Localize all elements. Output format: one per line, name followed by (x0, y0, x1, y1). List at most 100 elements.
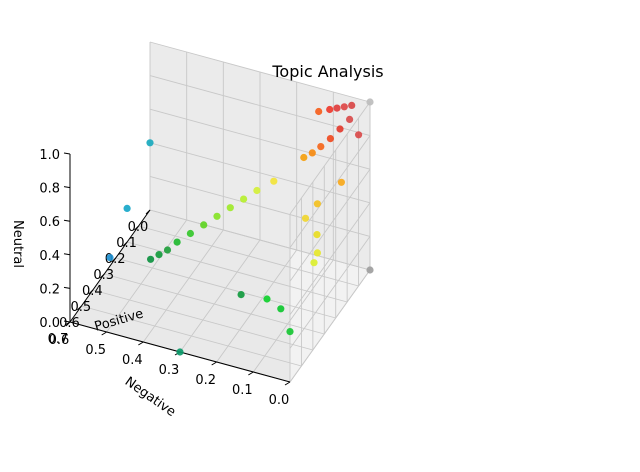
z-tick-label: 0.8 (39, 182, 60, 197)
x-tick-mark (134, 225, 139, 231)
y-tick-mark (138, 341, 144, 346)
grid-line (289, 135, 371, 248)
x-tick-mark (111, 257, 117, 263)
y-tick-label: 0.6 (49, 333, 70, 348)
data-point (333, 104, 341, 112)
data-point (326, 135, 334, 143)
grid-line (149, 75, 371, 137)
data-point (340, 103, 348, 111)
grid-line (149, 142, 371, 204)
y-tick-mark (101, 331, 107, 336)
grid-line (289, 202, 371, 316)
x-tick-mark (99, 273, 105, 279)
data-point (317, 143, 325, 151)
y-tick-label: 0.5 (85, 343, 106, 358)
y-tick-label: 0.2 (195, 373, 216, 388)
z-tick-mark (63, 219, 71, 222)
z-tick-mark (63, 253, 71, 256)
data-point (315, 107, 323, 116)
data-point (106, 254, 114, 262)
x-tick-label: 0.1 (116, 236, 137, 251)
tick-labels: 0.00.10.20.30.40.50.60.70.00.10.20.30.40… (39, 148, 289, 408)
data-point (326, 105, 334, 114)
data-point (366, 266, 374, 274)
x-tick-label: 0.7 (48, 332, 69, 347)
data-point (263, 295, 271, 303)
data-point (301, 214, 310, 222)
data-point (366, 98, 374, 106)
z-tick-mark (63, 286, 71, 289)
x-tick-mark (122, 241, 128, 247)
data-point (173, 238, 181, 246)
grid-line (149, 108, 371, 170)
grid-line (216, 249, 298, 363)
data-point (270, 177, 278, 185)
data-point (147, 255, 155, 263)
x-axis-line (69, 209, 151, 323)
data-point (313, 249, 321, 257)
data-point (346, 115, 354, 123)
data-point (286, 328, 294, 336)
data-points (106, 98, 374, 356)
data-point (146, 139, 154, 147)
axis-panes (70, 42, 370, 382)
y-tick-label: 0.1 (232, 383, 253, 398)
grid-line (149, 209, 371, 271)
x-tick-mark (145, 209, 151, 215)
data-point (253, 186, 261, 195)
y-tick-mark (284, 381, 291, 386)
x-tick-mark (77, 305, 82, 311)
y-tick-mark (248, 371, 254, 376)
grid-line (179, 239, 261, 353)
y-tick-label: 0.3 (159, 363, 180, 378)
y-tick-mark (211, 361, 217, 366)
data-point (176, 348, 184, 356)
z-tick-label: 0.6 (39, 215, 60, 230)
y-tick-label: 0.4 (122, 353, 143, 368)
data-point (355, 131, 363, 139)
y-axis-label: Negative (122, 374, 178, 420)
x-tick-label: 0.6 (59, 316, 80, 331)
grid-line (142, 229, 224, 343)
grid-lines (69, 41, 371, 383)
data-point (348, 101, 356, 109)
data-point (186, 229, 194, 238)
data-point (237, 291, 245, 299)
grid-line (289, 236, 371, 349)
data-point (226, 204, 234, 212)
z-tick-label: 0.2 (39, 282, 60, 297)
data-point (240, 195, 248, 203)
grid-line (252, 259, 334, 373)
z-tick-mark (63, 152, 71, 155)
chart-title: Topic Analysis (271, 62, 383, 81)
y-tick-mark (64, 321, 71, 326)
data-point (123, 204, 131, 212)
data-point (313, 231, 321, 239)
grid-line (149, 175, 371, 237)
data-point (308, 149, 316, 157)
grid-line (289, 168, 371, 282)
z-axis-label: Neutral (10, 220, 25, 268)
data-point (155, 251, 163, 259)
x-tick-mark (88, 289, 94, 295)
data-point (336, 125, 344, 133)
x-tick-label: 0.5 (71, 300, 92, 315)
z-tick-label: 0.0 (39, 316, 60, 331)
data-point (300, 153, 308, 162)
z-tick-mark (63, 186, 71, 189)
data-point (213, 212, 221, 220)
y-tick-label: 0.0 (269, 393, 290, 408)
grid-line (289, 101, 371, 215)
x-tick-label: 0.3 (93, 268, 114, 283)
x-tick-label: 0.0 (128, 220, 149, 235)
x-tick-label: 0.4 (82, 284, 103, 299)
grid-line (289, 269, 371, 383)
data-point (163, 246, 172, 254)
z-tick-label: 0.4 (39, 249, 60, 264)
data-point (310, 259, 318, 267)
data-point (200, 221, 208, 229)
data-point (277, 305, 285, 313)
grid-line (106, 219, 188, 333)
